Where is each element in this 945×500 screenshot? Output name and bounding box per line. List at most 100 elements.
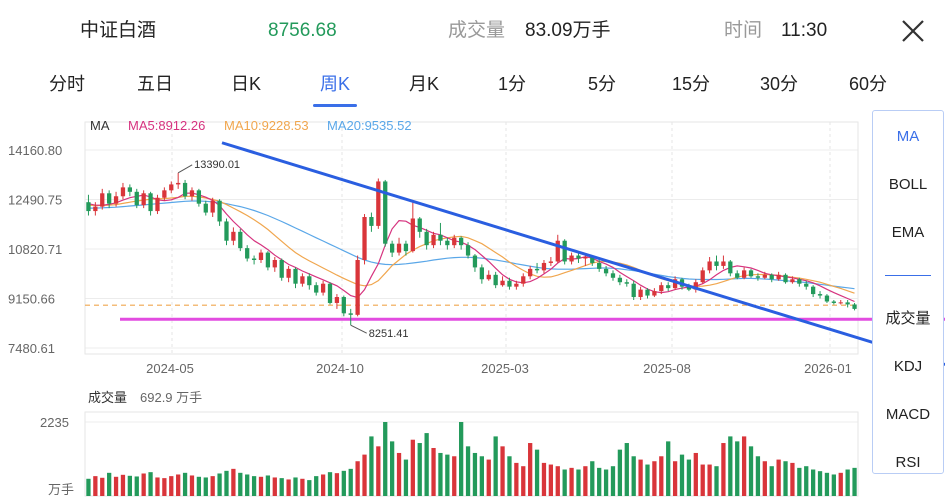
tab-daily-k[interactable]: 日K (230, 74, 261, 94)
candle-body (459, 237, 464, 246)
volume-bar (424, 433, 429, 496)
volume-bar (189, 475, 195, 496)
volume-bar (376, 446, 381, 496)
candle-body (293, 268, 298, 284)
volume-bar (603, 469, 609, 496)
tab-60-min[interactable]: 60分 (848, 74, 888, 94)
candle-body (569, 255, 574, 262)
candle-body (355, 259, 360, 315)
volume-bar (86, 478, 91, 496)
volume-bar (231, 468, 236, 496)
candle-body (203, 203, 208, 213)
volume-bar (341, 470, 346, 496)
volume-bar (541, 462, 547, 496)
low-annotation: 8251.41 (369, 328, 409, 340)
candle-body (797, 279, 802, 284)
candle-body (189, 190, 195, 197)
candle-body (610, 273, 616, 278)
volume-bar (507, 456, 512, 496)
volume-bar (590, 461, 595, 496)
volume-value: 83.09万手 (525, 20, 611, 41)
indicator-ma[interactable]: MA (896, 128, 920, 145)
volume-bar (852, 467, 857, 496)
volume-bar (493, 436, 498, 496)
tab-intraday[interactable]: 分时 (49, 74, 85, 94)
candle-body (514, 283, 519, 287)
candle-body (824, 295, 830, 302)
volume-bar (838, 472, 843, 496)
volume-bar (272, 477, 277, 496)
time-value: 11:30 (781, 20, 828, 41)
volume-bar (748, 446, 754, 496)
volume-bar (348, 468, 353, 496)
volume-bar (714, 466, 719, 496)
volume-bar (148, 472, 153, 496)
candle-body (245, 248, 250, 259)
indicator-boll[interactable]: BOLL (888, 176, 928, 193)
volume-bar (679, 454, 685, 496)
volume-bar (403, 459, 409, 496)
volume-bar (755, 456, 761, 496)
ma-legend-title: MA (90, 118, 110, 133)
candle-body (562, 240, 567, 262)
candle-body (300, 276, 305, 284)
indicator-ema[interactable]: EMA (891, 224, 925, 241)
volume-bar (631, 456, 636, 496)
volume-bar (624, 443, 629, 496)
candle-body (196, 190, 202, 204)
tab-five-day[interactable]: 五日 (137, 74, 173, 94)
active-tab-indicator (313, 104, 357, 107)
close-icon[interactable] (896, 14, 930, 48)
volume-bar (597, 467, 602, 496)
candle-body (176, 182, 181, 185)
volume-bar (162, 478, 167, 496)
volume-bar (693, 452, 698, 496)
volume-bar (293, 477, 298, 496)
indicator-macd[interactable]: MACD (885, 406, 931, 423)
volume-bar (362, 454, 367, 496)
candle-body (659, 285, 664, 292)
candle-body (769, 274, 774, 280)
indicator-volume[interactable]: 成交量 (885, 310, 931, 327)
tab-1-min[interactable]: 1分 (497, 74, 526, 94)
x-tick-label: 2024-10 (316, 361, 364, 376)
volume-bar (127, 475, 133, 496)
candle-body (521, 276, 526, 284)
candle-body (652, 291, 657, 296)
candle-body (776, 274, 781, 280)
volume-bar (555, 466, 560, 496)
tab-5-min[interactable]: 5分 (587, 74, 616, 94)
tab-30-min[interactable]: 30分 (759, 74, 799, 94)
candle-body (672, 279, 678, 289)
tab-15-min[interactable]: 15分 (671, 74, 711, 94)
candle-body (555, 240, 560, 262)
volume-bar (686, 459, 692, 496)
candle-body (583, 257, 588, 259)
candle-body (590, 257, 595, 263)
tab-weekly-k[interactable]: 周K (319, 74, 350, 94)
candle-body (272, 259, 277, 268)
volume-bar (810, 469, 816, 496)
ma20-legend: MA20:9535.52 (327, 118, 412, 133)
candle-body (845, 302, 850, 305)
indicator-rsi[interactable]: RSI (895, 454, 921, 471)
volume-bar (783, 461, 788, 496)
volume-bar (307, 480, 312, 496)
candle-body (693, 282, 698, 290)
volume-bar (155, 477, 160, 496)
candle-body (452, 237, 457, 246)
indicator-kdj[interactable]: KDJ (893, 358, 923, 375)
candle-body (162, 190, 167, 198)
volume-bar (534, 449, 540, 496)
tab-monthly-k[interactable]: 月K (408, 74, 439, 94)
indicator-divider (885, 275, 931, 276)
candle-body (741, 270, 747, 278)
x-tick-label: 2025-08 (643, 361, 691, 376)
candle-body (362, 217, 367, 260)
candle-body (576, 255, 581, 259)
volume-bar (383, 422, 388, 496)
candle-body (403, 243, 409, 252)
candle-body (148, 193, 153, 212)
volume-bar (286, 479, 291, 496)
candle-body (286, 268, 291, 278)
